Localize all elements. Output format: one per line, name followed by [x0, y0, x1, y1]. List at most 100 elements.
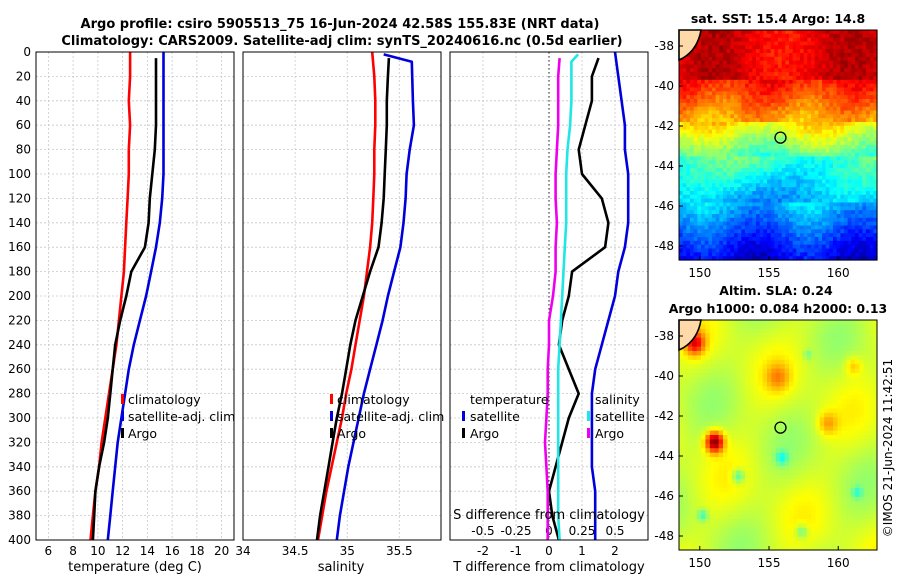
sst_map-cell — [840, 106, 845, 112]
sla_map-cell — [855, 342, 860, 348]
sla_map-cell — [793, 412, 799, 418]
sst_map-cell — [781, 233, 786, 238]
sst_map-cell — [723, 53, 728, 58]
sla_map-cell — [762, 461, 768, 467]
sst_map-cell — [822, 210, 827, 215]
sla_map-cell — [793, 421, 799, 427]
sla_map-cell — [797, 426, 803, 432]
sst_map-cell — [825, 114, 830, 119]
sst_map-cell — [730, 206, 735, 211]
sla_map-cell — [789, 368, 794, 374]
sst_map-cell — [836, 60, 841, 66]
sst_map-cell — [866, 187, 871, 192]
sla_map-cell — [683, 430, 689, 436]
sla_map-cell — [696, 435, 702, 441]
sst_map-cell — [767, 202, 772, 207]
sla_map-cell — [850, 430, 856, 436]
sst_map-cell — [836, 148, 841, 154]
sst_map-cell — [855, 110, 860, 115]
sst_map-cell — [847, 160, 852, 165]
sst_map-cell — [785, 33, 790, 39]
sla_map-cell — [687, 474, 693, 480]
sla_map-cell — [771, 386, 777, 392]
sst_map-cell — [756, 114, 761, 119]
sst_map-cell — [833, 99, 838, 104]
sla_map-cell — [687, 395, 693, 401]
sla_map-cell — [872, 377, 878, 383]
sst_map-cell — [873, 202, 878, 207]
sst_map-cell — [858, 30, 863, 35]
sst_map-cell — [836, 87, 841, 92]
sst_map-cell — [708, 56, 713, 62]
sla_map-cell — [824, 386, 830, 392]
sst_map-cell — [726, 168, 731, 173]
sla_map-cell — [784, 408, 790, 414]
sla_map-cell — [859, 448, 865, 454]
sla_map-cell — [780, 452, 786, 458]
sla_map-cell — [745, 381, 750, 387]
sst_map-cell — [745, 56, 750, 62]
sla_map-cell — [789, 430, 794, 436]
sla_map-cell — [806, 337, 812, 343]
sst_map-cell — [712, 64, 717, 69]
sst_map-cell — [767, 248, 772, 253]
sst_map-cell — [807, 179, 812, 184]
sla_map-cell — [723, 430, 728, 436]
sla_map-cell — [789, 421, 794, 427]
sst_map-cell — [734, 33, 739, 39]
sst_map-cell — [855, 152, 860, 158]
sst_map-cell — [737, 164, 742, 169]
sst_map-cell — [715, 244, 720, 250]
sst_map-cell — [851, 187, 856, 192]
sst_map-cell — [844, 76, 849, 81]
sst_map-cell — [741, 221, 746, 227]
sla_map-cell — [723, 368, 728, 374]
sst_map-cell — [836, 206, 841, 211]
sst_map-cell — [730, 133, 735, 138]
sla_map-cell — [709, 457, 715, 463]
sst_map-cell — [825, 106, 830, 112]
sst_map-cell — [679, 160, 684, 165]
sla_map-cell — [727, 346, 733, 352]
sla_map-cell — [727, 359, 733, 365]
sst_map-cell — [723, 244, 728, 250]
sst_map-cell — [796, 60, 801, 66]
sst_map-cell — [811, 233, 816, 238]
sst_map-cell — [825, 214, 830, 219]
sst_map-cell — [679, 202, 684, 207]
sst_map-cell — [730, 37, 735, 43]
sla_map-cell — [753, 465, 759, 471]
sst_map-cell — [741, 237, 746, 242]
sst_map-cell — [847, 252, 852, 257]
sst_map-cell — [873, 160, 878, 165]
sst_map-cell — [682, 214, 687, 219]
sst_map-cell — [873, 76, 878, 81]
sla_map-cell — [683, 412, 689, 418]
sst_map-cell — [778, 168, 783, 173]
sst_map-cell — [719, 37, 724, 43]
sst_map-cell — [712, 148, 717, 154]
sst_map-cell — [814, 256, 819, 261]
sla_map-cell — [767, 350, 772, 356]
sla_map-cell — [859, 324, 865, 330]
sla_map-cell — [828, 461, 834, 467]
sst_map-cell — [833, 145, 838, 150]
sst_map-cell — [855, 102, 860, 108]
sst_map-cell — [697, 106, 702, 112]
sst_map-cell — [693, 95, 698, 100]
sst_map-cell — [858, 106, 863, 112]
sst_map-cell — [690, 110, 695, 115]
sst_map-cell — [822, 99, 827, 104]
sla_map-cell — [745, 461, 750, 467]
sst_map-cell — [869, 41, 874, 46]
sst_map-cell — [800, 152, 805, 158]
sst_map-cell — [708, 210, 713, 215]
sst_map-cell — [811, 179, 816, 184]
sst_map-cell — [704, 60, 709, 66]
sla_map-cell — [696, 474, 702, 480]
sst_map-cell — [778, 41, 783, 46]
sla_map-cell — [815, 412, 821, 418]
sst_map-cell — [818, 214, 823, 219]
sst_map-cell — [737, 221, 742, 227]
sst_map-cell — [778, 114, 783, 119]
